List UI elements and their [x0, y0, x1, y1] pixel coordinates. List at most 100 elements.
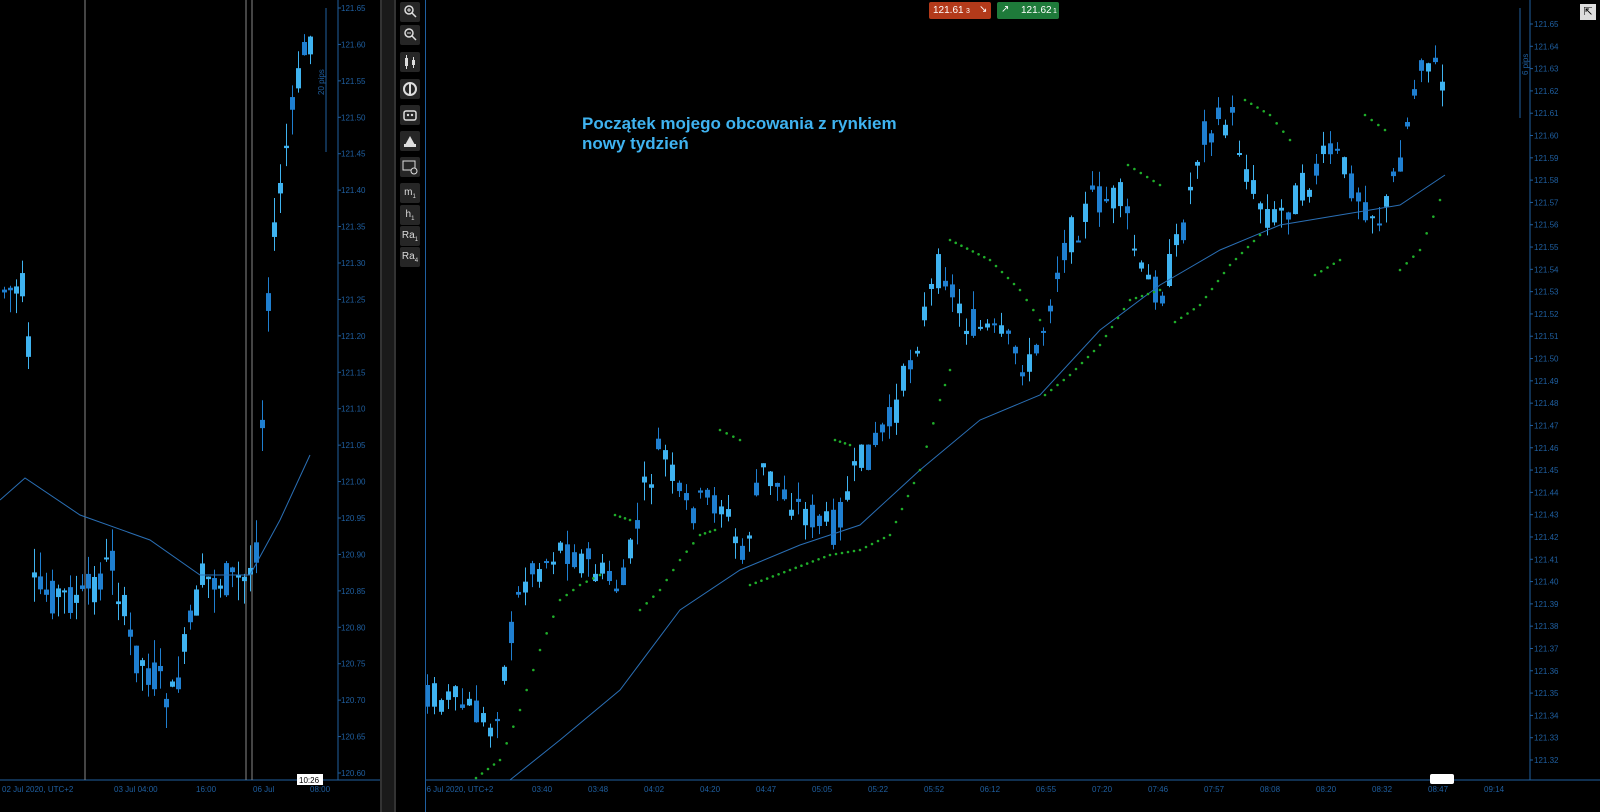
main-candle-body: [1090, 185, 1095, 190]
timeframe-ra1-button[interactable]: Ra1: [400, 226, 420, 246]
main-candle-body: [1034, 344, 1039, 354]
sar-dot: [1288, 138, 1292, 142]
left-candle-body: [122, 594, 127, 617]
main-candle-body: [1237, 153, 1242, 156]
sar-dot: [932, 422, 935, 425]
objects-icon: [404, 136, 416, 147]
main-candle-body: [789, 509, 794, 516]
main-price-tick-label: 121.33: [1534, 734, 1559, 743]
chart-note-line2: nowy tydzień: [582, 134, 689, 153]
left-candle-body: [14, 286, 19, 294]
pane-splitter[interactable]: [380, 0, 396, 812]
sar-dot: [948, 238, 952, 242]
sar-dot: [1006, 276, 1010, 280]
timeframe-h1-button[interactable]: h1: [400, 205, 420, 225]
main-chart[interactable]: 121.65 121.64 121.63 121.62 121.61 121.60 121.…: [426, 0, 1600, 812]
sar-dot: [1012, 282, 1016, 286]
expand-button[interactable]: ⇱: [1580, 4, 1596, 20]
sar-dot: [800, 564, 803, 568]
left-candle-body: [206, 576, 211, 580]
main-chart-pane[interactable]: 121.65 121.64 121.63 121.62 121.61 121.60 121.…: [426, 0, 1600, 812]
sar-dot: [876, 539, 880, 543]
main-candle-body: [628, 539, 633, 559]
timeframe-ra4-button[interactable]: Ra4: [400, 247, 420, 267]
settings-button[interactable]: [400, 157, 420, 177]
left-candle-body: [152, 662, 157, 690]
left-candle-body: [74, 594, 79, 603]
chart-note[interactable]: Początek mojego obcowania z rynkiem nowy…: [582, 114, 897, 154]
robot-button[interactable]: [400, 105, 420, 125]
sar-dot: [1332, 262, 1336, 266]
main-candle-body: [572, 552, 577, 568]
sar-dot: [1104, 334, 1108, 338]
left-price-tick-label: 120.65: [341, 733, 366, 742]
sar-dot: [685, 550, 688, 553]
main-candle-body: [1125, 206, 1130, 214]
sar-dot: [1152, 179, 1155, 183]
main-candle-body: [971, 309, 976, 336]
main-candle-body: [999, 325, 1004, 334]
main-candle-body: [1412, 89, 1417, 96]
indicator-icon: [403, 82, 417, 96]
indicators-button[interactable]: [400, 79, 420, 99]
main-candle-body: [705, 489, 710, 498]
bid-price: 121.61: [933, 5, 964, 16]
left-range-label: 20 pips: [317, 69, 326, 95]
buy-price-button[interactable]: ↗ 121.62 1: [997, 2, 1059, 19]
sar-dot: [703, 532, 707, 535]
objects-button[interactable]: [400, 131, 420, 151]
main-candle-body: [593, 573, 598, 582]
main-moving-average: [509, 174, 1446, 781]
sar-dot: [1282, 130, 1285, 133]
sar-dot: [1326, 266, 1329, 269]
left-cursor-time: 10:26: [299, 776, 320, 785]
zoom-out-button[interactable]: [400, 25, 420, 45]
sar-dot: [1216, 279, 1220, 283]
main-candle-body: [1440, 81, 1445, 91]
left-price-tick-label: 121.35: [341, 223, 366, 232]
main-candle-body: [782, 489, 787, 500]
main-price-tick-label: 121.49: [1534, 377, 1559, 386]
main-price-tick-label: 121.36: [1534, 667, 1559, 676]
main-candle-body: [1076, 240, 1081, 243]
main-candle-body: [761, 463, 766, 468]
sar-dot: [788, 568, 792, 572]
main-candle-body: [551, 561, 556, 565]
main-candle-body: [859, 444, 864, 468]
left-time-tick-label: 03 Jul 04:00: [114, 785, 158, 794]
main-candle-body: [426, 684, 430, 707]
sar-dot: [578, 583, 582, 587]
sar-dot: [1122, 307, 1126, 311]
main-price-tick-label: 121.35: [1534, 689, 1559, 698]
left-candle-body: [290, 97, 295, 110]
sar-dot: [1126, 163, 1130, 167]
sell-price-button[interactable]: 121.61 3 ↘: [929, 2, 991, 19]
sar-dot: [1398, 268, 1402, 272]
left-candle-body: [134, 645, 139, 674]
main-candle-body: [516, 591, 521, 595]
sar-dot: [765, 577, 769, 580]
left-chart-pane[interactable]: 121.65 121.60 121.55 121.50 121.45 121.40 121.…: [0, 0, 380, 812]
sar-dot: [1080, 361, 1084, 365]
chart-type-button[interactable]: [400, 52, 420, 72]
sar-dot: [1240, 251, 1244, 255]
main-time-tick-label: 07:20: [1092, 785, 1113, 794]
sar-dot: [1370, 118, 1373, 122]
sar-dot: [1133, 167, 1136, 171]
timeframe-ra4-label: Ra: [401, 251, 415, 262]
sar-dot: [486, 767, 490, 771]
sar-dot: [988, 258, 992, 262]
sar-dot: [1256, 106, 1259, 109]
zoom-in-button[interactable]: [400, 2, 420, 22]
main-candle-body: [1258, 203, 1263, 210]
sar-dot: [1438, 198, 1442, 202]
left-time-tick-label: 02 Jul 2020, UTC+2: [2, 785, 74, 794]
sar-dot: [1158, 183, 1162, 187]
left-price-tick-label: 120.70: [341, 696, 366, 705]
left-candle-body: [194, 589, 199, 616]
sar-dot: [1418, 248, 1422, 252]
sar-dot: [846, 550, 850, 554]
sar-dot: [754, 581, 758, 585]
timeframe-m1-button[interactable]: m1: [400, 183, 420, 203]
left-chart[interactable]: 121.65 121.60 121.55 121.50 121.45 121.40 121.…: [0, 0, 380, 812]
